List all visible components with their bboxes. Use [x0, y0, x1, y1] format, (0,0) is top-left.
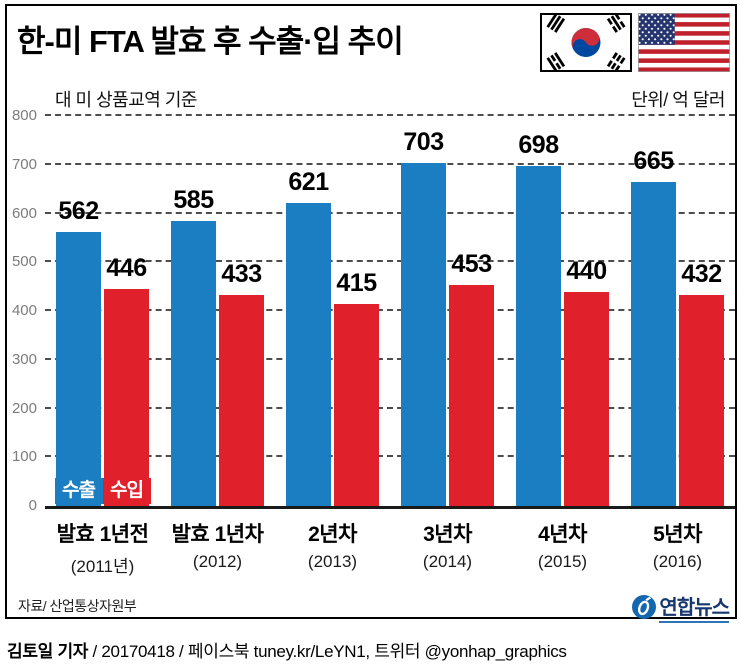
gridline: [45, 211, 735, 214]
infographic-frame: 한-미 FTA 발효 후 수출·입 추이: [5, 4, 737, 623]
bar-group: 698 440: [516, 116, 609, 506]
y-axis-tick: 200: [11, 399, 37, 417]
bar-import: [334, 303, 379, 506]
bar-column: 585: [171, 116, 216, 506]
bar-group: 621 415: [286, 116, 379, 506]
category-year: (2012): [192, 552, 243, 571]
gridline: [45, 455, 735, 458]
yonhap-logo-text: 연합뉴스: [659, 591, 730, 623]
y-axis-tick: 100: [11, 448, 37, 466]
bar-column: 453: [449, 116, 494, 506]
bar-column: 433: [219, 116, 264, 506]
category-year: (2016): [652, 552, 703, 571]
bar-value-label: 562: [58, 197, 99, 226]
x-axis-label: 2년차 (2013): [286, 518, 379, 577]
legend-export: 수출: [54, 478, 103, 504]
legend-import: 수입: [102, 478, 151, 504]
y-axis-tick: 800: [11, 107, 37, 124]
bar-column: 665: [631, 116, 676, 506]
gridline: [45, 357, 735, 360]
us-flag-icon: [638, 13, 730, 72]
bar-value-label: 703: [403, 128, 444, 157]
category-year: (2014): [422, 552, 473, 571]
reporter-name: 김토일 기자: [7, 642, 89, 661]
bar-column: 703: [401, 116, 446, 506]
bar-column: 698: [516, 116, 561, 506]
y-axis-tick: 300: [11, 350, 37, 368]
bar-import: [564, 291, 609, 506]
y-axis-tick: 400: [11, 302, 37, 319]
y-axis-tick: 0: [28, 497, 37, 514]
bar-value-label: 698: [518, 130, 559, 159]
credit-line: 김토일 기자 / 20170418 / 페이스북 tuney.kr/LeYN1,…: [7, 637, 567, 662]
bar-value-label: 585: [173, 185, 214, 214]
bar-export: [56, 232, 101, 506]
bar-group: 703 453: [401, 116, 494, 506]
bar-value-label: 432: [681, 260, 722, 289]
x-axis-label: 발효 1년차 (2012): [171, 518, 264, 577]
bar-export: [171, 220, 216, 506]
bar-import: [679, 295, 724, 506]
x-axis-label: 3년차 (2014): [401, 518, 494, 577]
bar-export: [286, 203, 331, 506]
y-axis-tick: 500: [11, 253, 37, 271]
basis-note: 대 미 상품교역 기준: [55, 90, 197, 110]
bar-export: [401, 163, 446, 506]
gridline: [45, 114, 735, 116]
bar-import: [219, 294, 264, 506]
credit-rest: / 20170418 / 페이스북 tuney.kr/LeYN1, 트위터 @y…: [88, 642, 567, 661]
y-axis-tick: 600: [11, 204, 37, 222]
unit-note: 단위/ 억 달러: [631, 90, 725, 110]
bar-column: 562: [56, 116, 101, 506]
bar-value-label: 415: [336, 268, 377, 297]
yonhap-logo-icon: [632, 595, 657, 619]
bar-export: [516, 165, 561, 506]
bar-column: 446: [104, 116, 149, 506]
bar-group: 585 433: [171, 116, 264, 506]
category-label: 2년차: [308, 523, 357, 546]
bar-export: [631, 181, 676, 506]
bar-group: 665 432: [631, 116, 724, 506]
gridline: [45, 162, 735, 165]
bar-value-label: 665: [633, 146, 674, 175]
bar-column: 432: [679, 116, 724, 506]
x-axis-labels: 발효 1년전 (2011년) 발효 1년차 (2012) 2년차 (2013) 3년차 (20…: [45, 518, 735, 577]
category-year: (2011년): [70, 557, 135, 576]
x-axis-label: 발효 1년전 (2011년): [56, 518, 149, 577]
x-axis-label: 5년차 (2016): [631, 518, 724, 577]
bar-value-label: 440: [566, 256, 607, 285]
bar-import: [104, 288, 149, 506]
yonhap-logo: 연합뉴스: [631, 591, 730, 623]
bar-value-label: 621: [288, 168, 329, 197]
bar-column: 621: [286, 116, 331, 506]
source-note: 자료/ 산업통상자원부: [18, 598, 137, 614]
category-label: 발효 1년전: [56, 523, 149, 546]
flags: [540, 13, 730, 72]
gridline: [45, 309, 735, 311]
category-year: (2015): [537, 552, 588, 571]
category-label: 4년차: [538, 523, 587, 546]
sub-header: 대 미 상품교역 기준 단위/ 억 달러: [55, 86, 725, 112]
page-title: 한-미 FTA 발효 후 수출·입 추이: [17, 24, 404, 59]
x-axis-label: 4년차 (2015): [516, 518, 609, 577]
gridline: [45, 406, 735, 409]
bar-column: 440: [564, 116, 609, 506]
category-label: 5년차: [653, 523, 702, 546]
korea-flag-icon: [540, 13, 632, 72]
category-label: 3년차: [423, 523, 472, 546]
bar-column: 415: [334, 116, 379, 506]
bar-groups: 562 446 585 433 621 415 703 453 698 440 665 432: [45, 116, 735, 506]
bar-value-label: 453: [451, 250, 492, 279]
gridline: [45, 260, 735, 263]
bar-import: [449, 285, 494, 506]
bar-value-label: 433: [221, 259, 262, 288]
y-axis-tick: 700: [11, 155, 37, 173]
bar-chart-plot: 0 100 200 300 400 500 600 700 800 562 446 585 433 621…: [12, 107, 735, 514]
bar-group: 562 446: [56, 116, 149, 506]
bar-value-label: 446: [106, 253, 147, 282]
category-year: (2013): [307, 552, 358, 571]
category-label: 발효 1년차: [171, 523, 264, 546]
